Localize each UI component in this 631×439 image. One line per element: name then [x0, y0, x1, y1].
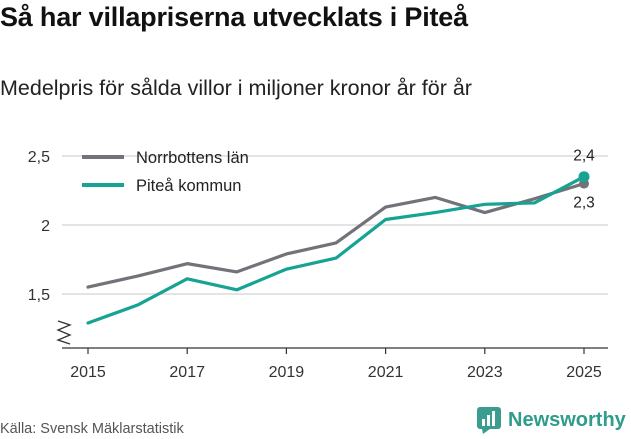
legend-label-pitea: Piteå kommun: [136, 177, 241, 195]
chart-title: Så har villapriserna utvecklats i Piteå: [0, 2, 468, 32]
end-label-norrbotten: 2,3: [573, 195, 595, 212]
legend-label-norrbotten: Norrbottens län: [136, 149, 249, 167]
end-marker-pitea: [578, 171, 590, 183]
newsworthy-icon: [477, 407, 501, 434]
series-line-norrbotten: [86, 182, 586, 289]
x-tick-label: 2025: [566, 364, 602, 381]
chart-subtitle: Medelpris för sålda villor i miljoner kr…: [0, 76, 472, 100]
x-tick-label: 2015: [70, 364, 106, 381]
y-tick-label: 2,5: [28, 149, 50, 166]
series-line-pitea: [86, 175, 586, 325]
x-tick-label: 2017: [169, 364, 205, 381]
x-tick-label: 2023: [467, 364, 503, 381]
x-tick-label: 2019: [269, 364, 305, 381]
axis-break-icon: [56, 320, 72, 345]
end-label-pitea: 2,4: [573, 148, 595, 165]
x-tick-label: 2021: [368, 364, 404, 381]
y-tick-label: 2: [41, 218, 50, 235]
brand-name: Newsworthy: [508, 408, 626, 431]
source-note: Källa: Svensk Mäklarstatistik: [0, 421, 184, 437]
y-tick-label: 1,5: [28, 287, 50, 304]
newsworthy-logo: Newsworthy: [476, 406, 626, 434]
